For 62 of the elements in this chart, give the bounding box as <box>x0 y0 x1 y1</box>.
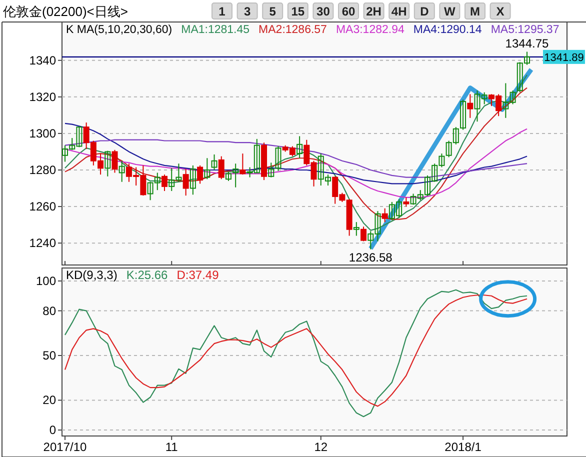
text: MA4:1290.14 <box>413 24 482 36</box>
candlestick <box>162 174 168 192</box>
x-tick-label: 12 <box>314 440 328 454</box>
text: D <box>420 4 430 18</box>
candlestick <box>204 158 210 180</box>
y-tick-label: 1240 <box>29 236 56 250</box>
text: M <box>470 4 480 18</box>
text: MA1:1281.45 <box>181 24 250 36</box>
annotation: 1236.58 <box>348 250 393 264</box>
ref-line-label: 1341.89 <box>544 52 584 64</box>
candlestick <box>296 136 303 159</box>
y-tick-label: 1300 <box>29 126 56 140</box>
candlestick <box>197 164 204 184</box>
y-tick-label: 1320 <box>29 90 56 104</box>
y-tick-label: 1280 <box>29 162 56 177</box>
candlestick <box>382 208 388 223</box>
candlestick <box>240 153 246 176</box>
text: 60 <box>342 4 356 18</box>
candlestick <box>360 226 367 242</box>
candlestick <box>118 160 125 182</box>
candlestick <box>460 99 466 130</box>
candlestick <box>275 146 282 172</box>
text: 4H <box>391 4 407 18</box>
candlestick <box>112 149 118 174</box>
candlestick <box>211 154 218 170</box>
text: 30 <box>316 4 330 18</box>
y-tick-label: 100 <box>36 274 56 288</box>
candlestick <box>225 171 232 182</box>
y-tick-label: 20 <box>42 393 56 408</box>
text: 5 <box>269 4 276 18</box>
x-tick-label: 2018/1 <box>444 440 482 454</box>
text: X <box>496 4 504 18</box>
annotation: 1344.75 <box>505 36 550 51</box>
candlestick <box>190 164 196 196</box>
chart-subtitle: KD(9,3,3) <box>66 268 118 282</box>
y-tick-label: 1340 <box>29 53 56 68</box>
candlestick <box>104 150 111 177</box>
text: MA3:1282.94 <box>336 24 405 36</box>
text: 2H <box>366 4 382 18</box>
x-tick-label: 2017/10 <box>43 440 88 454</box>
candlestick <box>232 163 239 188</box>
text: 伦敦金(02200)<日线> <box>3 4 128 19</box>
x-tick-label: 11 <box>165 440 178 454</box>
text: K:25.66 <box>126 268 168 282</box>
candlestick <box>353 222 360 236</box>
text: MA2:1286.57 <box>258 24 327 36</box>
text: 15 <box>291 4 305 18</box>
text: 3 <box>244 4 251 18</box>
candlestick <box>467 94 474 118</box>
chart-subtitle: K MA(5,10,20,30,60) <box>66 24 172 36</box>
text: MA5:1295.37 <box>490 24 560 36</box>
text: D:37.49 <box>176 268 220 282</box>
y-tick-label: 0 <box>49 423 56 438</box>
y-tick-label: 50 <box>42 348 56 363</box>
y-tick-label: 80 <box>42 304 56 318</box>
candlestick <box>403 196 410 208</box>
candlestick <box>268 162 274 178</box>
text: 1 <box>218 4 226 18</box>
y-tick-label: 1260 <box>29 200 56 214</box>
text: W <box>444 4 456 18</box>
candlestick <box>218 156 224 180</box>
candlestick <box>182 168 189 196</box>
